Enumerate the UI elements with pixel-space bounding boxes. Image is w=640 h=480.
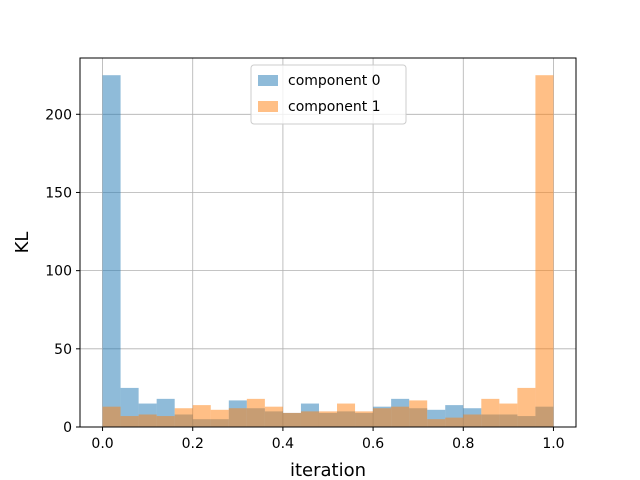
histogram-bar — [481, 398, 500, 427]
y-tick-label: 0 — [63, 420, 72, 436]
histogram-bar — [499, 403, 518, 427]
y-tick-label: 150 — [45, 185, 72, 201]
histogram-bar — [102, 75, 121, 427]
legend-label: component 0 — [288, 73, 381, 89]
legend-swatch — [258, 75, 278, 86]
histogram-bar — [264, 406, 283, 427]
histogram-bar — [138, 414, 157, 427]
x-tick-label: 0.4 — [272, 436, 294, 452]
axis-ticks: 0.0 0.2 0.4 0.6 0.8 1.0 0 50 100 150 200 — [45, 107, 564, 452]
histogram-bar — [282, 412, 301, 427]
legend-swatch — [258, 101, 278, 112]
y-tick-label: 200 — [45, 107, 72, 123]
histogram-bar — [445, 417, 464, 427]
x-tick-label: 0.2 — [182, 436, 204, 452]
histogram-bar — [156, 416, 175, 427]
histogram-bar — [535, 75, 554, 427]
series-1-bars — [102, 75, 554, 427]
histogram-bar — [210, 409, 229, 427]
legend: component 0 component 1 — [250, 64, 407, 125]
x-tick-label: 0.6 — [362, 436, 384, 452]
y-tick-label: 100 — [45, 264, 72, 280]
x-axis-label: iteration — [290, 460, 366, 480]
plot-frame — [79, 57, 577, 428]
histogram-bar — [246, 398, 265, 427]
legend-label: component 1 — [288, 99, 381, 115]
histogram-bar — [318, 411, 338, 427]
x-tick-label: 1.0 — [542, 436, 564, 452]
histogram-bar — [463, 414, 482, 427]
x-tick-label: 0.0 — [91, 436, 113, 452]
histogram-bar — [228, 408, 247, 427]
histogram-bar — [102, 406, 121, 427]
x-tick-label: 0.8 — [452, 436, 474, 452]
histogram-bar — [192, 405, 211, 427]
histogram-bar — [373, 408, 392, 427]
legend-box — [250, 64, 407, 125]
histogram-bar — [355, 411, 374, 427]
histogram-bar — [427, 419, 446, 427]
histogram-bar — [391, 406, 410, 427]
histogram-bars — [102, 75, 554, 427]
histogram-bar — [337, 403, 356, 427]
histogram-bar — [120, 416, 139, 427]
histogram-bar — [517, 387, 536, 427]
y-axis-label: KL — [12, 232, 33, 254]
histogram-bar — [409, 400, 428, 427]
y-tick-label: 50 — [54, 342, 72, 358]
histogram-bar — [300, 411, 319, 427]
histogram-bar — [174, 408, 193, 427]
